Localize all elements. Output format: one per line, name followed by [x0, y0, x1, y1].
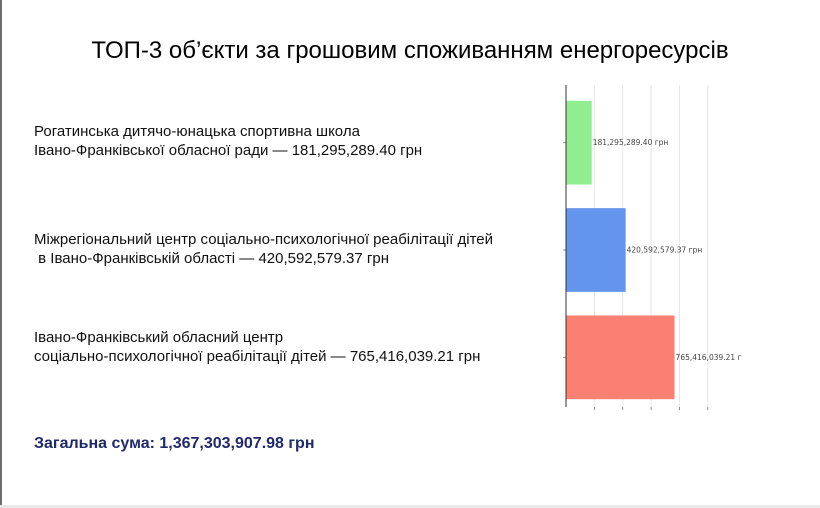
bar-value-label: 765,416,039.21 г [676, 353, 742, 362]
bar [566, 208, 626, 292]
total-sum: Загальна сума: 1,367,303,907.98 грн [34, 435, 315, 452]
page-title: ТОП-3 об’єкти за грошовим споживанням ен… [91, 37, 729, 64]
list-item: Івано-Франківський обласний центр соціал… [34, 328, 534, 366]
bar-value-label: 181,295,289.40 грн [593, 138, 669, 147]
list-item: Рогатинська дитячо-юнацька спортивна шко… [34, 122, 534, 160]
bar-chart: 181,295,289.40 грн 420,592,579.37 грн 765,… [563, 85, 742, 410]
bar [566, 100, 592, 185]
bar-value-label: 420,592,579.37 грн [627, 246, 703, 255]
item-line: в Івано-Франківській області — 420,592,5… [34, 250, 389, 267]
bar [566, 315, 675, 400]
list-item: Міжрегіональний центр соціально-психолог… [34, 230, 534, 268]
item-line: Рогатинська дитячо-юнацька спортивна шко… [34, 123, 360, 140]
item-line: Міжрегіональний центр соціально-психолог… [34, 231, 494, 248]
bottom-edge-line [0, 505, 820, 508]
item-line: Івано-Франківський обласний центр [34, 329, 284, 346]
left-edge-line [0, 0, 2, 508]
item-line: соціально-психологічної реабілітації діт… [34, 348, 481, 365]
item-line: Івано-Франківської обласної ради — 181,2… [34, 142, 423, 159]
